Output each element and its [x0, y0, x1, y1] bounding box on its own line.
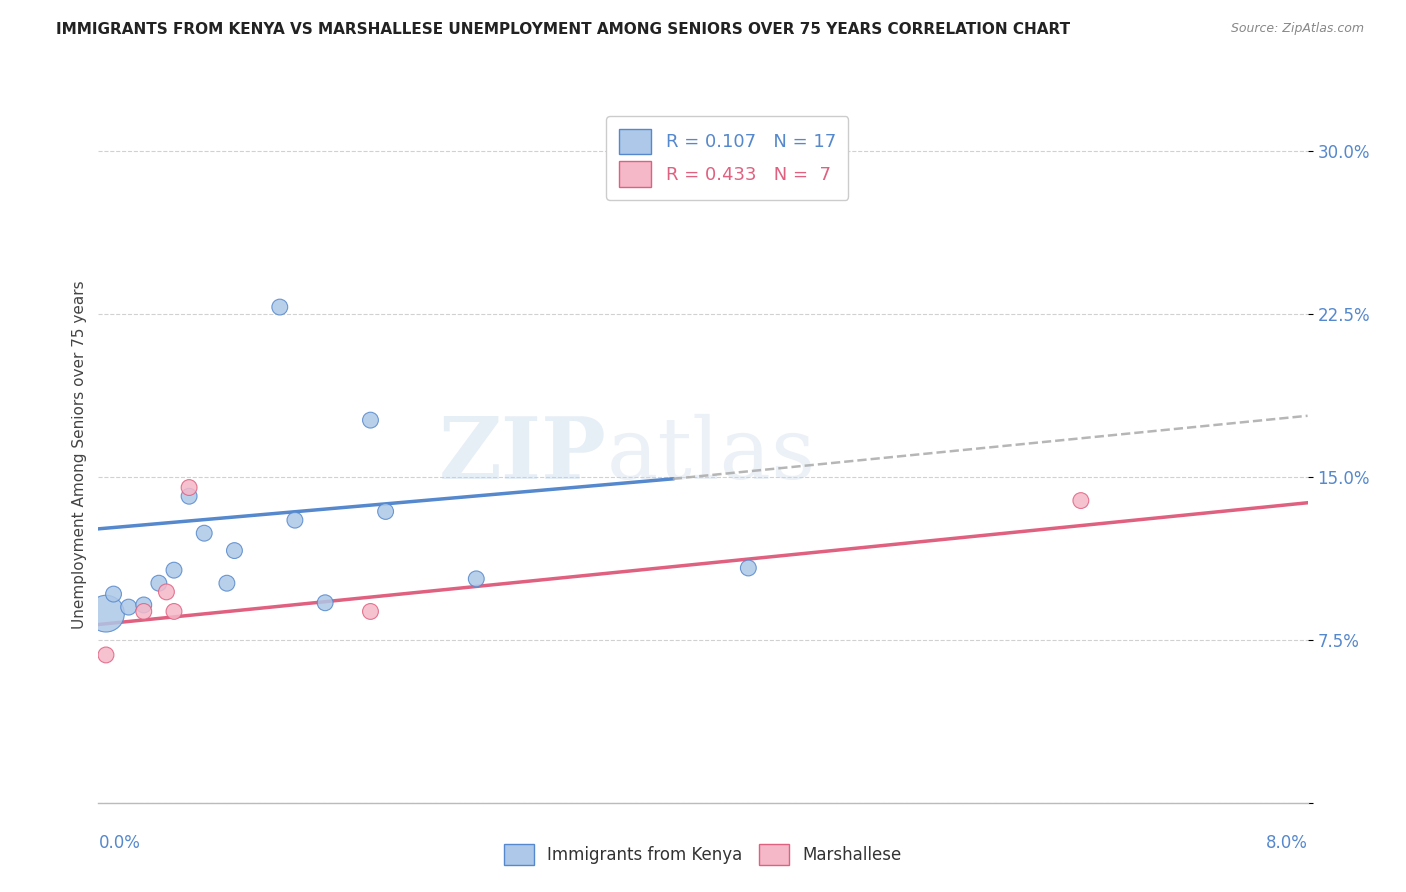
Point [132, 598, 155, 612]
Point [737, 561, 759, 575]
Text: 0.0%: 0.0% [98, 834, 141, 852]
Point [163, 605, 186, 619]
Text: IMMIGRANTS FROM KENYA VS MARSHALLESE UNEMPLOYMENT AMONG SENIORS OVER 75 YEARS CO: IMMIGRANTS FROM KENYA VS MARSHALLESE UNE… [56, 22, 1070, 37]
Text: Source: ZipAtlas.com: Source: ZipAtlas.com [1230, 22, 1364, 36]
Point [179, 481, 201, 495]
Legend: R = 0.107   N = 17, R = 0.433   N =  7: R = 0.107 N = 17, R = 0.433 N = 7 [606, 116, 848, 200]
Point [1070, 493, 1092, 508]
Point [163, 563, 186, 577]
Point [465, 572, 488, 586]
Point [148, 576, 170, 591]
Point [359, 605, 381, 619]
Point [132, 605, 155, 619]
Point [374, 504, 396, 518]
Point [215, 576, 238, 591]
Point [284, 513, 307, 527]
Text: 8.0%: 8.0% [1265, 834, 1308, 852]
Point [224, 543, 246, 558]
Point [103, 587, 125, 601]
Point [118, 600, 141, 615]
Point [155, 585, 177, 599]
Point [94, 607, 117, 621]
Text: ZIP: ZIP [439, 413, 606, 497]
Point [269, 300, 291, 314]
Point [359, 413, 381, 427]
Point [193, 526, 215, 541]
Point [179, 489, 201, 503]
Point [94, 648, 117, 662]
Text: atlas: atlas [606, 413, 815, 497]
Point [314, 596, 336, 610]
Legend: Immigrants from Kenya, Marshallese: Immigrants from Kenya, Marshallese [494, 834, 912, 875]
Y-axis label: Unemployment Among Seniors over 75 years: Unemployment Among Seniors over 75 years [72, 281, 87, 629]
